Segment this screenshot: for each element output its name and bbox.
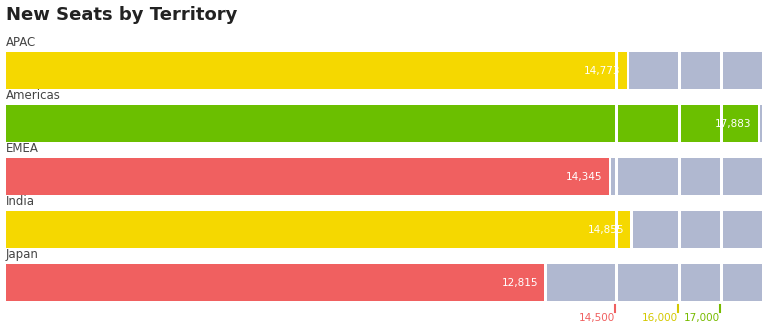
Text: 17,883: 17,883 bbox=[715, 118, 751, 129]
Bar bbox=[681, 264, 720, 301]
Text: 14,500: 14,500 bbox=[579, 314, 615, 323]
Bar bbox=[617, 52, 627, 89]
Bar bbox=[681, 52, 720, 89]
Bar bbox=[547, 264, 615, 301]
Text: 14,855: 14,855 bbox=[588, 225, 624, 235]
Bar bbox=[617, 105, 678, 142]
Bar bbox=[617, 211, 631, 248]
Bar bbox=[681, 211, 720, 248]
Text: Americas: Americas bbox=[5, 89, 61, 102]
Bar bbox=[5, 211, 615, 248]
Bar bbox=[760, 105, 763, 142]
Bar bbox=[723, 211, 763, 248]
Text: India: India bbox=[5, 195, 35, 208]
Bar bbox=[5, 105, 615, 142]
Bar bbox=[681, 158, 720, 195]
Bar bbox=[629, 52, 678, 89]
Bar bbox=[611, 158, 615, 195]
Text: 16,000: 16,000 bbox=[642, 314, 678, 323]
Text: APAC: APAC bbox=[5, 36, 36, 49]
Text: EMEA: EMEA bbox=[5, 142, 38, 155]
Bar bbox=[723, 52, 763, 89]
Bar bbox=[5, 158, 609, 195]
Text: 12,815: 12,815 bbox=[502, 278, 538, 288]
Bar bbox=[723, 105, 757, 142]
Bar bbox=[723, 158, 763, 195]
Bar bbox=[681, 105, 720, 142]
Bar bbox=[633, 211, 678, 248]
Text: Japan: Japan bbox=[5, 248, 38, 261]
Text: 14,773: 14,773 bbox=[584, 66, 621, 76]
Bar bbox=[5, 264, 545, 301]
Bar bbox=[723, 264, 763, 301]
Bar bbox=[617, 158, 678, 195]
Text: 17,000: 17,000 bbox=[684, 314, 720, 323]
Text: 14,345: 14,345 bbox=[566, 172, 602, 182]
Bar bbox=[617, 264, 678, 301]
Bar bbox=[5, 52, 615, 89]
Text: New Seats by Territory: New Seats by Territory bbox=[5, 6, 237, 23]
